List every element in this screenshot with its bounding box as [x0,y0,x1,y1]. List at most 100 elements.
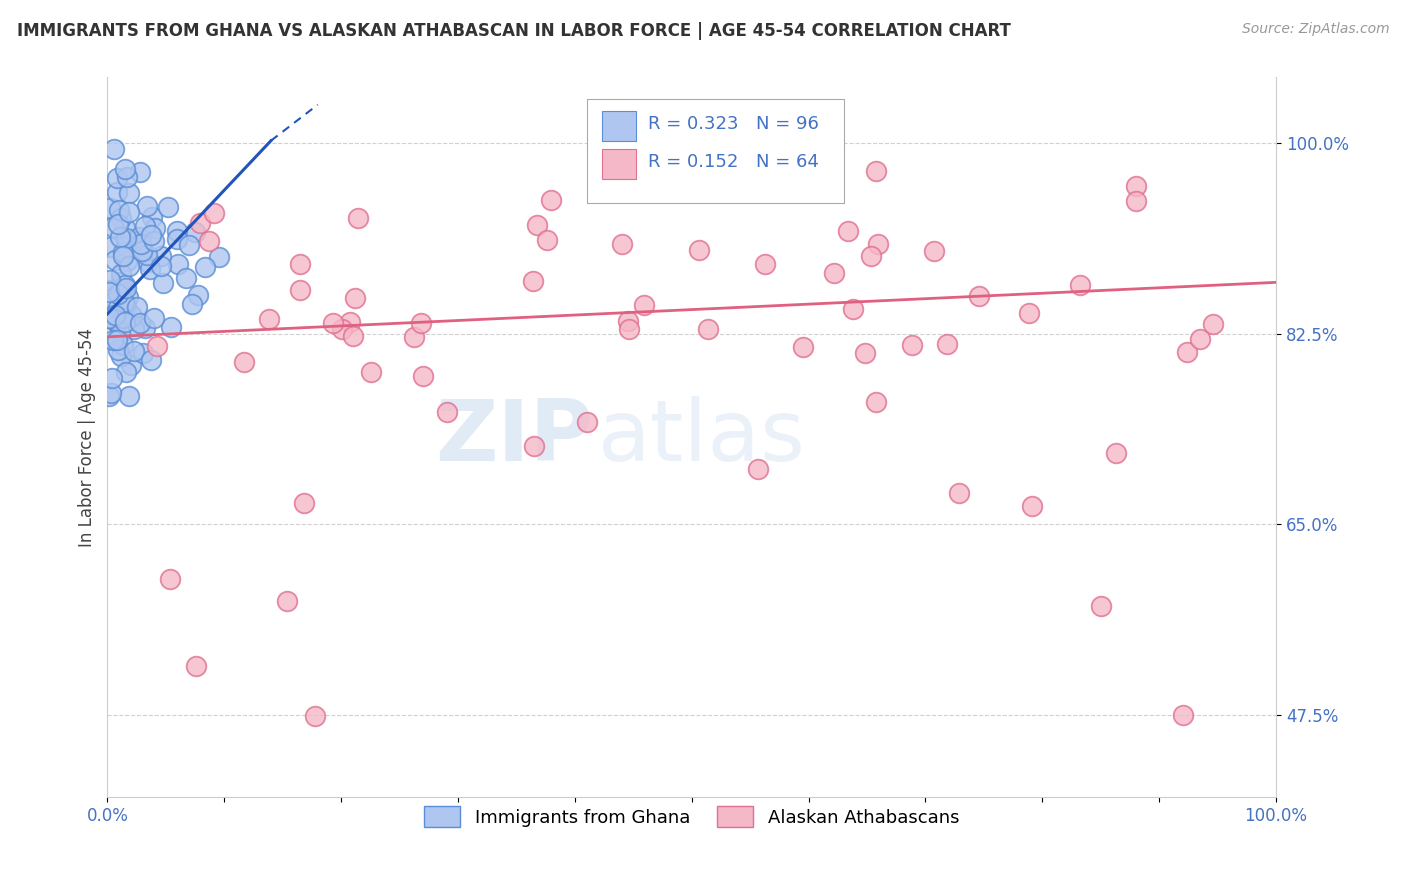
Point [139,262,162,277]
Point [412,368,434,383]
Point [107,287,129,301]
Point [104,253,127,268]
Point [104,308,127,322]
Point [842,302,865,317]
Point [115,169,138,184]
Point [1021,499,1043,513]
Point [342,329,364,343]
Point [117,290,139,304]
Point [141,210,163,224]
Y-axis label: In Labor Force | Age 45-54: In Labor Force | Age 45-54 [79,327,96,547]
Point [1125,179,1147,194]
Point [118,186,141,200]
Point [135,248,157,262]
FancyBboxPatch shape [602,149,636,179]
Point [122,321,145,335]
Point [194,260,217,274]
Point [1018,306,1040,320]
Point [131,244,153,259]
Point [257,312,280,326]
Point [610,236,633,251]
Point [129,237,152,252]
Point [157,200,180,214]
Point [105,333,128,347]
Point [1202,317,1225,331]
Point [360,365,382,379]
Point [181,297,204,311]
Point [152,276,174,290]
Point [1105,445,1128,459]
Point [339,315,361,329]
Point [122,344,145,359]
Point [150,259,173,273]
Text: Source: ZipAtlas.com: Source: ZipAtlas.com [1241,22,1389,37]
Point [304,709,326,723]
Point [575,415,598,429]
Point [866,236,889,251]
Legend: Immigrants from Ghana, Alaskan Athabascans: Immigrants from Ghana, Alaskan Athabasca… [418,799,966,835]
FancyBboxPatch shape [602,112,636,142]
Point [523,439,546,453]
Point [322,317,344,331]
Point [114,231,136,245]
Point [112,248,135,262]
Point [900,338,922,352]
Point [792,340,814,354]
Point [233,354,256,368]
Point [112,310,135,325]
Point [936,337,959,351]
Point [114,161,136,176]
Point [166,232,188,246]
Point [112,249,135,263]
Point [922,244,945,258]
Point [110,211,132,226]
Point [402,330,425,344]
Point [540,193,562,207]
Point [166,257,188,271]
Text: R = 0.323: R = 0.323 [648,115,740,133]
Point [948,485,970,500]
Point [1090,599,1112,613]
Point [107,301,129,316]
Point [115,238,138,252]
Point [754,257,776,271]
Point [1125,194,1147,208]
Point [1175,345,1198,359]
Point [103,294,125,309]
Point [118,389,141,403]
Point [103,142,125,156]
Point [115,254,138,268]
Point [967,289,990,303]
Point [107,343,129,357]
Point [755,178,778,193]
Point [837,224,859,238]
Point [110,275,132,289]
Point [107,217,129,231]
Point [120,358,142,372]
Point [184,225,207,239]
Point [125,300,148,314]
Point [160,320,183,334]
Point [98,273,121,287]
Point [330,322,353,336]
Point [136,255,159,269]
Point [159,572,181,586]
Point [117,232,139,246]
Point [103,219,125,234]
Point [436,405,458,419]
Point [97,285,120,299]
Text: IMMIGRANTS FROM GHANA VS ALASKAN ATHABASCAN IN LABOR FORCE | AGE 45-54 CORRELATI: IMMIGRANTS FROM GHANA VS ALASKAN ATHABAS… [17,22,1011,40]
Text: R = 0.152: R = 0.152 [648,153,740,170]
Point [101,334,124,348]
Point [134,219,156,233]
Point [108,229,131,244]
Point [129,235,152,249]
Point [1171,708,1194,723]
Point [105,185,128,199]
Point [115,280,138,294]
Point [179,237,201,252]
Point [114,296,136,310]
Point [100,385,122,400]
Point [197,234,219,248]
Point [111,244,134,259]
